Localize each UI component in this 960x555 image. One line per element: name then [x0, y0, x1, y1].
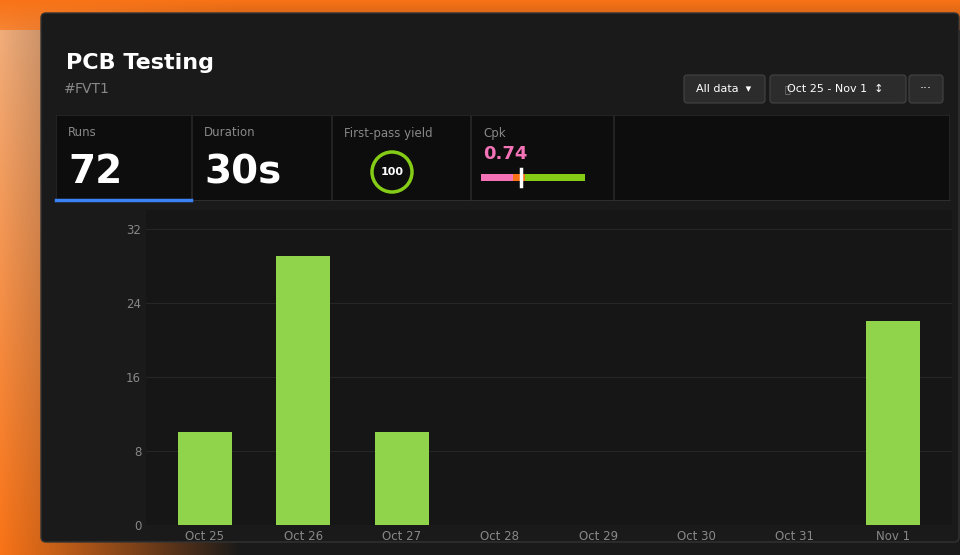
Bar	[0, 19, 960, 20]
Text: #: #	[64, 82, 76, 96]
FancyBboxPatch shape	[332, 115, 470, 200]
Bar	[866, 321, 920, 525]
Bar	[0, 13, 960, 14]
Text: 0.74: 0.74	[483, 145, 527, 163]
Bar	[0, 16, 960, 17]
Text: 100: 100	[380, 167, 403, 177]
Bar	[0, 15, 960, 16]
Bar	[0, 1, 960, 2]
Bar	[513, 174, 525, 181]
FancyBboxPatch shape	[770, 75, 906, 103]
Text: 72: 72	[68, 153, 122, 191]
Text: Duration: Duration	[204, 127, 255, 139]
FancyBboxPatch shape	[192, 115, 331, 200]
Bar	[0, 3, 960, 4]
Bar	[178, 432, 232, 525]
Bar	[0, 20, 960, 21]
Bar	[0, 7, 960, 8]
Bar	[0, 26, 960, 27]
Bar	[0, 9, 960, 10]
Text: Runs: Runs	[68, 127, 97, 139]
FancyBboxPatch shape	[614, 115, 949, 200]
Bar	[0, 6, 960, 7]
Bar	[0, 23, 960, 24]
Bar	[0, 14, 960, 15]
Bar	[0, 0, 960, 1]
Bar	[0, 21, 960, 22]
Text: Cpk: Cpk	[483, 127, 506, 139]
Bar	[0, 12, 960, 13]
FancyBboxPatch shape	[41, 13, 959, 542]
FancyBboxPatch shape	[909, 75, 943, 103]
FancyBboxPatch shape	[471, 115, 613, 200]
Bar	[0, 24, 960, 25]
Bar	[0, 11, 960, 12]
Bar	[0, 18, 960, 19]
Text: PCB Testing: PCB Testing	[66, 53, 214, 73]
Bar	[0, 8, 960, 9]
Bar	[0, 10, 960, 11]
Text: Oct 25 - Nov 1  ↕: Oct 25 - Nov 1 ↕	[787, 84, 883, 94]
Text: 30s: 30s	[204, 153, 281, 191]
Bar	[0, 27, 960, 28]
Text: ···: ···	[920, 83, 932, 95]
FancyBboxPatch shape	[56, 115, 191, 200]
Text: 🗓: 🗓	[785, 84, 791, 94]
Bar	[0, 25, 960, 26]
Bar	[276, 256, 330, 525]
Bar	[0, 22, 960, 23]
Bar	[0, 17, 960, 18]
Bar	[481, 174, 513, 181]
Bar	[0, 29, 960, 30]
Bar	[525, 174, 585, 181]
Bar	[0, 2, 960, 3]
Text: FVT1: FVT1	[75, 82, 109, 96]
Bar	[0, 28, 960, 29]
Text: First-pass yield: First-pass yield	[344, 127, 433, 139]
Bar	[0, 4, 960, 5]
FancyBboxPatch shape	[684, 75, 765, 103]
Bar	[0, 5, 960, 6]
Bar	[374, 432, 428, 525]
Text: All data  ▾: All data ▾	[696, 84, 752, 94]
